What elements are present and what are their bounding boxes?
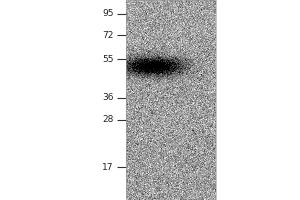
Text: 72: 72 xyxy=(102,30,113,40)
FancyBboxPatch shape xyxy=(216,0,300,200)
Text: 17: 17 xyxy=(102,162,113,171)
FancyBboxPatch shape xyxy=(0,0,126,200)
Text: 55: 55 xyxy=(102,54,113,64)
Text: 36: 36 xyxy=(102,94,113,102)
Text: 28: 28 xyxy=(102,116,113,124)
Text: 95: 95 xyxy=(102,9,113,19)
